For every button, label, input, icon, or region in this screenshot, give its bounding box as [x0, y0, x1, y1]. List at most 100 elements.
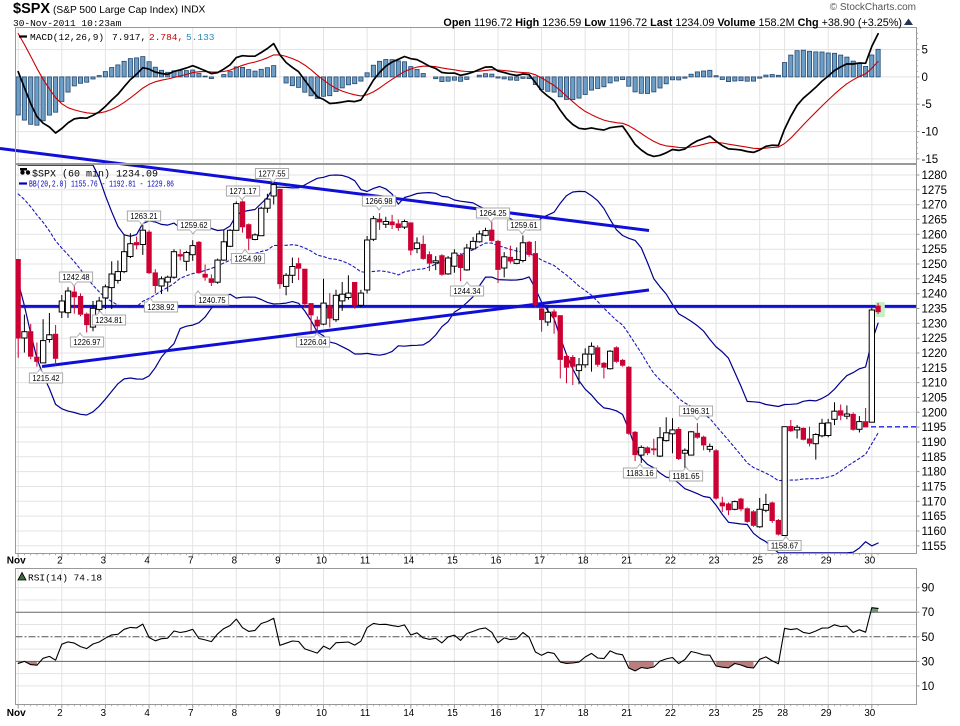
svg-text:1215.42: 1215.42 [32, 374, 60, 383]
svg-text:1226.04: 1226.04 [299, 338, 327, 347]
svg-text:21: 21 [621, 556, 632, 567]
svg-text:1215: 1215 [922, 363, 948, 375]
svg-text:2.784,: 2.784, [149, 32, 183, 43]
svg-text:30: 30 [864, 556, 875, 567]
svg-text:5.133: 5.133 [186, 32, 215, 43]
svg-text:1266.98: 1266.98 [365, 197, 393, 206]
svg-text:15: 15 [447, 708, 458, 719]
svg-text:0: 0 [922, 72, 928, 84]
svg-text:50: 50 [922, 632, 935, 644]
svg-text:11: 11 [360, 556, 370, 567]
svg-text:1180: 1180 [922, 467, 947, 479]
svg-text:16: 16 [491, 556, 502, 567]
svg-text:1195: 1195 [922, 422, 947, 434]
svg-text:4: 4 [144, 708, 150, 719]
svg-text:2: 2 [57, 708, 62, 719]
svg-text:1175: 1175 [922, 482, 947, 494]
svg-text:1275: 1275 [922, 185, 948, 197]
svg-text:21: 21 [621, 708, 632, 719]
svg-text:29: 29 [821, 556, 832, 567]
svg-text:1242.48: 1242.48 [62, 273, 90, 282]
svg-text:30: 30 [864, 708, 875, 719]
svg-text:1235: 1235 [922, 304, 948, 316]
svg-text:1234.81: 1234.81 [95, 316, 123, 325]
svg-text:Open 1196.72 High 1236.59 Low: Open 1196.72 High 1236.59 Low 1196.72 La… [443, 17, 902, 29]
svg-text:3: 3 [101, 708, 107, 719]
svg-text:RSI(14) 74.18: RSI(14) 74.18 [28, 573, 102, 584]
svg-text:7: 7 [188, 708, 193, 719]
svg-text:1210: 1210 [922, 378, 948, 390]
svg-text:23: 23 [709, 708, 720, 719]
svg-text:22: 22 [665, 708, 676, 719]
svg-text:1259.61: 1259.61 [510, 221, 538, 230]
svg-text:17: 17 [534, 708, 545, 719]
svg-text:(S&P 500 Large Cap Index): (S&P 500 Large Cap Index) [53, 5, 178, 16]
svg-text:1160: 1160 [922, 526, 947, 538]
svg-text:28: 28 [777, 708, 788, 719]
svg-text:1240: 1240 [922, 289, 948, 301]
svg-text:90: 90 [922, 583, 935, 595]
svg-text:3: 3 [101, 556, 107, 567]
svg-text:1226.97: 1226.97 [73, 338, 101, 347]
svg-text:-5: -5 [922, 99, 932, 111]
svg-text:Nov: Nov [7, 708, 26, 719]
svg-text:28: 28 [777, 556, 788, 567]
svg-text:1225: 1225 [922, 333, 948, 345]
svg-text:-10: -10 [922, 127, 939, 139]
svg-text:1196.31: 1196.31 [682, 407, 710, 416]
svg-text:1271.17: 1271.17 [229, 187, 257, 196]
svg-text:1280: 1280 [922, 170, 948, 182]
svg-text:1260: 1260 [922, 229, 948, 241]
svg-text:10: 10 [316, 556, 327, 567]
svg-text:1230: 1230 [922, 318, 948, 330]
svg-text:-15: -15 [922, 154, 939, 166]
svg-text:2: 2 [57, 556, 62, 567]
svg-text:25: 25 [752, 708, 763, 719]
svg-text:1181.65: 1181.65 [672, 472, 700, 481]
svg-text:16: 16 [491, 708, 502, 719]
svg-text:1170: 1170 [922, 496, 947, 508]
svg-text:1240.75: 1240.75 [198, 296, 226, 305]
svg-text:10: 10 [922, 681, 935, 693]
svg-text:1220: 1220 [922, 348, 948, 360]
svg-text:1270: 1270 [922, 200, 948, 212]
svg-text:10: 10 [316, 708, 327, 719]
svg-text:1158.67: 1158.67 [771, 542, 799, 551]
svg-text:7.917,: 7.917, [112, 32, 146, 43]
svg-text:1263.21: 1263.21 [130, 212, 158, 221]
svg-text:23: 23 [709, 556, 720, 567]
svg-text:1205: 1205 [922, 393, 948, 405]
svg-text:18: 18 [578, 556, 589, 567]
svg-text:1190: 1190 [922, 437, 947, 449]
svg-text:18: 18 [578, 708, 589, 719]
svg-text:BB(20,2.0) 1155.76 - 1192.81 -: BB(20,2.0) 1155.76 - 1192.81 - 1229.86 [29, 180, 174, 190]
svg-text:MACD(12,26,9): MACD(12,26,9) [30, 32, 104, 43]
svg-text:15: 15 [447, 556, 458, 567]
svg-text:1254.99: 1254.99 [234, 255, 262, 264]
svg-text:1259.62: 1259.62 [180, 221, 208, 230]
svg-text:1185: 1185 [922, 452, 947, 464]
svg-text:5: 5 [922, 45, 928, 57]
svg-text:$SPX (60 min) 1234.09: $SPX (60 min) 1234.09 [32, 169, 158, 181]
svg-text:1238.92: 1238.92 [147, 303, 175, 312]
svg-text:25: 25 [752, 556, 763, 567]
svg-text:$SPX: $SPX [13, 1, 50, 17]
svg-text:1200: 1200 [922, 407, 948, 419]
svg-text:14: 14 [403, 708, 414, 719]
svg-text:© StockCharts.com: © StockCharts.com [830, 2, 916, 13]
svg-text:8: 8 [232, 556, 238, 567]
svg-text:1255: 1255 [922, 244, 948, 256]
svg-text:1264.25: 1264.25 [479, 209, 507, 218]
svg-text:Nov: Nov [7, 556, 26, 567]
svg-text:17: 17 [534, 556, 545, 567]
svg-text:1155: 1155 [922, 541, 947, 553]
svg-text:1277.55: 1277.55 [258, 170, 286, 179]
svg-text:70: 70 [922, 607, 935, 619]
svg-text:1250: 1250 [922, 259, 948, 271]
svg-text:14: 14 [403, 556, 414, 567]
svg-text:8: 8 [232, 708, 238, 719]
svg-text:4: 4 [144, 556, 150, 567]
svg-text:INDX: INDX [181, 5, 206, 16]
svg-text:7: 7 [188, 556, 193, 567]
svg-text:9: 9 [275, 556, 280, 567]
